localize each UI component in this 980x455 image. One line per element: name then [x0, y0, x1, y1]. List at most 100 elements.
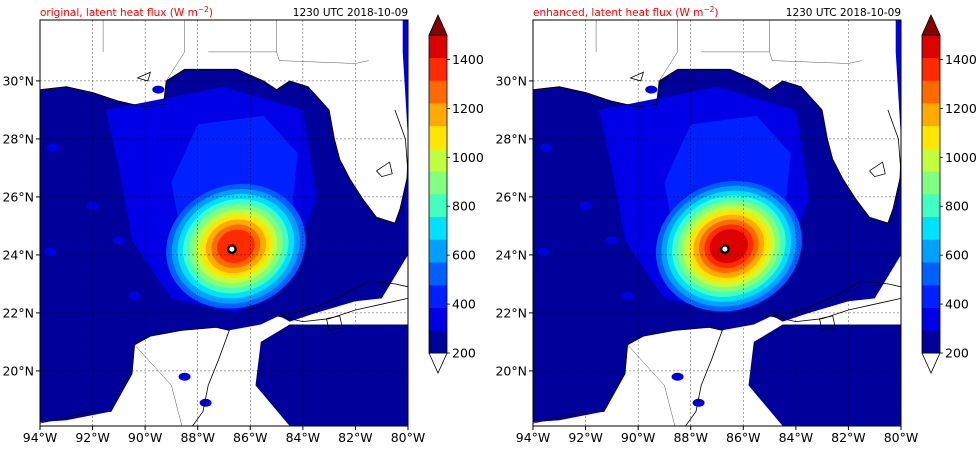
colorbar-frame	[428, 34, 448, 354]
colorbar-segment	[429, 330, 447, 354]
colorbar-segment	[429, 103, 447, 127]
flux-contour	[112, 236, 125, 245]
colorbar-segment	[429, 262, 447, 286]
political-border	[769, 51, 862, 64]
colorbar-tick-label: 800	[452, 199, 476, 214]
colorbar-segment	[922, 262, 940, 286]
panel-title-original: original, latent heat flux (W m−2)	[40, 5, 213, 19]
flux-contour	[895, 20, 901, 270]
colorbar-segment	[922, 57, 940, 81]
colorbar-segment	[922, 307, 940, 331]
political-border	[134, 344, 183, 426]
colorbar-segment	[922, 148, 940, 172]
lat-tick-label: 26°N	[2, 189, 34, 204]
lat-tick-label: 22°N	[495, 305, 527, 320]
flux-contour	[671, 372, 684, 381]
gridlines	[40, 20, 408, 426]
flux-contour	[255, 324, 408, 426]
political-border	[276, 51, 369, 64]
colorbar-tick-label: 1400	[945, 52, 977, 67]
lat-tick-label: 30°N	[495, 73, 527, 88]
flux-contour	[540, 143, 553, 152]
coastline	[376, 161, 393, 178]
gridlines	[533, 20, 901, 426]
flux-contour	[605, 236, 618, 245]
panel-enhanced: enhanced, latent heat flux (W m−2) 1230 …	[495, 5, 918, 445]
colorbar-segment	[429, 216, 447, 240]
flux-contour	[47, 143, 60, 152]
lat-tick-label: 20°N	[495, 363, 527, 378]
flux-contour	[645, 85, 658, 94]
storm-eye-center	[229, 246, 235, 252]
colorbar-segment	[922, 171, 940, 195]
colorbar-tick-label: 1200	[945, 101, 977, 116]
colorbar-segment	[429, 307, 447, 331]
lon-tick-label: 80°W	[391, 430, 426, 445]
colorbar-tick-label: 200	[452, 346, 476, 361]
lat-tick-label: 24°N	[2, 247, 34, 262]
political-border	[658, 20, 678, 82]
colorbar-segment	[922, 239, 940, 263]
lon-tick-label: 90°W	[128, 430, 163, 445]
lon-tick-label: 90°W	[621, 430, 656, 445]
panel-original: original, latent heat flux (W m−2) 1230 …	[2, 5, 426, 445]
latent-heat-flux-field-enhanced	[533, 20, 901, 426]
colorbar-segment	[922, 80, 940, 104]
colorbar-tick-label: 1000	[452, 150, 484, 165]
panel-title-enhanced: enhanced, latent heat flux (W m−2)	[533, 5, 719, 19]
lon-tick-label: 88°W	[673, 430, 708, 445]
colorbar-segment	[429, 35, 447, 59]
colorbar-tick-label: 1200	[452, 101, 484, 116]
colorbar-tick-label: 200	[945, 346, 969, 361]
lat-tick-label: 30°N	[2, 73, 34, 88]
lon-tick-label: 92°W	[75, 430, 110, 445]
colorbar-segment	[429, 148, 447, 172]
lat-tick-label: 26°N	[495, 189, 527, 204]
map-area	[533, 20, 901, 426]
colorbar-segment	[429, 284, 447, 308]
colorbar-frame	[921, 34, 941, 354]
colorbar-tick-label: 400	[452, 297, 476, 312]
colorbar-tick-label: 600	[945, 248, 969, 263]
colorbar-extend-max	[921, 14, 941, 36]
coastline	[819, 315, 836, 331]
flux-contour	[44, 248, 57, 256]
political-border	[627, 344, 676, 426]
longitude-axis: 94°W 92°W 90°W 88°W 86°W 84°W 82°W 80°W	[23, 426, 426, 445]
coastline	[869, 161, 886, 178]
lat-tick-label: 28°N	[2, 131, 34, 146]
colorbar-extend-min	[921, 352, 941, 374]
colorbar-tick-label: 400	[945, 297, 969, 312]
colorbar-segment	[922, 194, 940, 218]
lon-tick-label: 92°W	[568, 430, 603, 445]
colorbar-segment	[922, 284, 940, 308]
political-border	[165, 20, 185, 82]
coastline	[40, 326, 230, 426]
flux-contour	[128, 291, 141, 300]
lat-tick-label: 22°N	[2, 305, 34, 320]
colorbar-segment	[922, 125, 940, 149]
flux-contour	[621, 291, 634, 300]
colorbar-segment	[429, 239, 447, 263]
lon-tick-label: 82°W	[338, 430, 373, 445]
flux-contour	[178, 372, 191, 381]
lon-tick-label: 88°W	[180, 430, 215, 445]
colorbar-segment	[429, 194, 447, 218]
coastline	[533, 326, 723, 426]
colorbar-segment	[429, 171, 447, 195]
coastline	[276, 280, 408, 323]
lon-tick-label: 84°W	[286, 430, 321, 445]
flux-contour	[152, 85, 165, 94]
colorbar-extend-min	[428, 352, 448, 374]
lon-tick-label: 84°W	[779, 430, 814, 445]
colorbar-segment	[429, 57, 447, 81]
colorbar-extend-max	[428, 14, 448, 36]
panel-timestamp-enhanced: 1230 UTC 2018-10-09	[786, 7, 901, 19]
colorbar-tick-label: 1000	[945, 150, 977, 165]
longitude-axis: 94°W 92°W 90°W 88°W 86°W 84°W 82°W 80°W	[516, 426, 918, 445]
colorbar-segment	[922, 35, 940, 59]
coastline	[769, 280, 901, 323]
coastline	[137, 71, 152, 82]
lon-tick-label: 82°W	[831, 430, 866, 445]
